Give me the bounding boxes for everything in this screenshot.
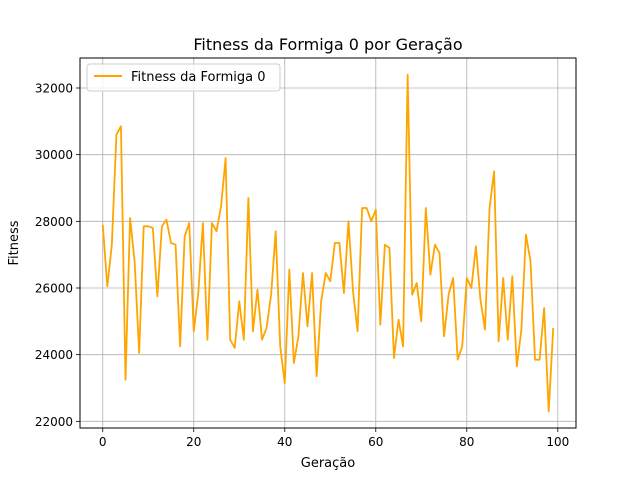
plot-area: [80, 58, 576, 428]
chart-title: Fitness da Formiga 0 por Geração: [193, 35, 462, 54]
y-tick-label: 28000: [35, 215, 73, 229]
x-tick-label: 60: [368, 435, 383, 449]
y-tick-label: 24000: [35, 348, 73, 362]
x-axis: 0 20 40 60 80 100: [99, 428, 569, 449]
y-tick-label: 32000: [35, 82, 73, 96]
x-axis-label: Geração: [301, 456, 355, 471]
x-tick-label: 80: [459, 435, 474, 449]
legend-box: [86, 63, 281, 92]
y-axis-label: Fitness: [7, 220, 22, 265]
y-gridlines: [80, 87, 576, 422]
x-tick-label: 20: [186, 435, 201, 449]
x-tick-label: 0: [99, 435, 107, 449]
y-tick-label: 22000: [35, 415, 73, 429]
y-axis: 22000 24000 26000 28000 30000 32000: [35, 82, 80, 429]
series-line: [101, 73, 555, 413]
x-tick-label: 40: [277, 435, 292, 449]
x-tick-label: 100: [546, 435, 569, 449]
legend: Fitness da Formiga 0: [86, 63, 281, 92]
y-tick-label: 26000: [35, 282, 73, 296]
y-tick-label: 30000: [35, 148, 73, 162]
series-lines: [101, 73, 555, 413]
plot-frame: [79, 57, 577, 429]
legend-label: Fitness da Formiga 0: [131, 70, 266, 85]
